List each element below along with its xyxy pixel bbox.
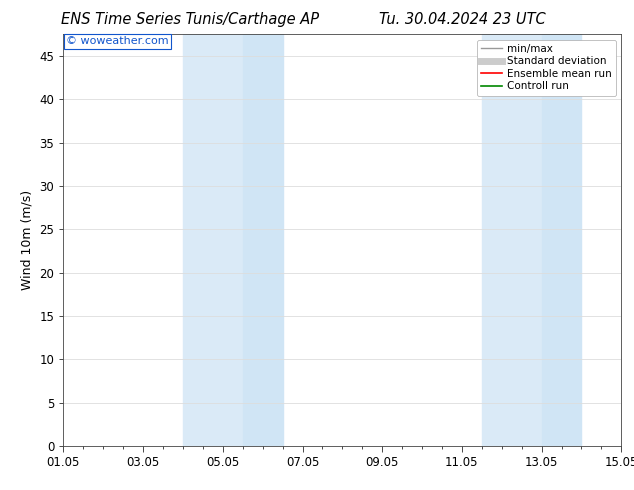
Legend: min/max, Standard deviation, Ensemble mean run, Controll run: min/max, Standard deviation, Ensemble me… bbox=[477, 40, 616, 96]
Text: Tu. 30.04.2024 23 UTC: Tu. 30.04.2024 23 UTC bbox=[379, 12, 547, 27]
Text: ENS Time Series Tunis/Carthage AP: ENS Time Series Tunis/Carthage AP bbox=[61, 12, 320, 27]
Bar bbox=[482, 34, 541, 446]
Y-axis label: Wind 10m (m/s): Wind 10m (m/s) bbox=[21, 190, 34, 290]
Bar bbox=[541, 34, 581, 446]
Bar bbox=[183, 34, 243, 446]
Bar bbox=[243, 34, 283, 446]
Text: © woweather.com: © woweather.com bbox=[66, 36, 169, 47]
